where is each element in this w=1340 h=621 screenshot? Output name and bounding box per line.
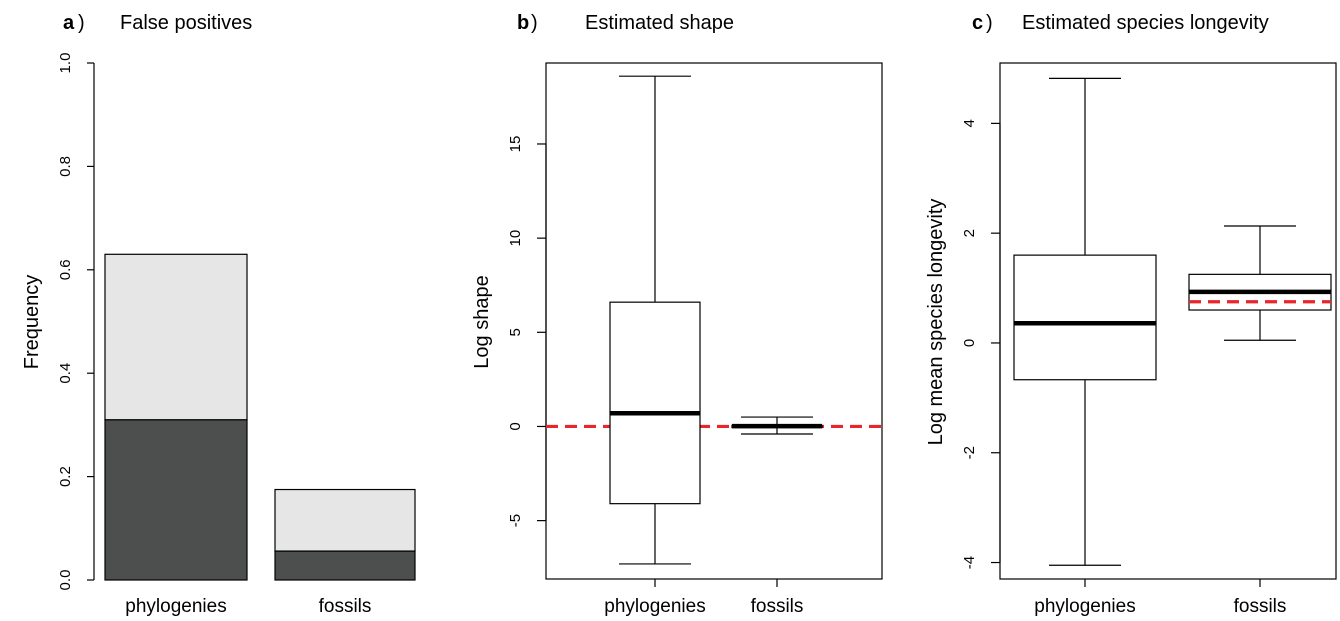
panel-a-categories: phylogenies fossils xyxy=(125,596,371,617)
panel-c-boxes xyxy=(1013,77,1332,566)
panel-c: c ) Estimated species longevity -4-2024 … xyxy=(925,12,1337,617)
panel-a-label: a xyxy=(63,12,75,34)
panel-a-y-tick-label: 0.2 xyxy=(57,466,74,487)
panel-b-y-tick-label: 5 xyxy=(507,328,524,336)
panel-b-y-tick-label: 15 xyxy=(507,136,524,153)
panel-c-y-axis: -4 -2 0 2 4 xyxy=(961,119,1001,569)
panel-a-y-tick-label: 0.6 xyxy=(57,259,74,280)
panel-a: a ) False positives 0.0 0.2 0.4 0.6 0.8 1.0 F… xyxy=(21,12,416,617)
panel-a-y-tick-label: 0.0 xyxy=(57,570,74,591)
box xyxy=(1013,254,1157,381)
panel-b-boxes xyxy=(546,75,882,565)
panel-b-y-axis: -5 0 5 10 15 xyxy=(507,136,547,527)
panel-c-title: Estimated species longevity xyxy=(1022,12,1269,34)
panel-b-plot-frame xyxy=(545,62,883,580)
category-label: fossils xyxy=(319,596,372,617)
panel-c-x-axis: phylogenies fossils xyxy=(1034,579,1286,617)
panel-a-y-tick-label: 0.4 xyxy=(57,363,74,384)
category-label: phylogenies xyxy=(1034,596,1135,617)
panel-a-title: False positives xyxy=(120,12,252,34)
panel-c-y-tick-label: 4 xyxy=(961,119,978,127)
category-label: phylogenies xyxy=(604,596,705,617)
panel-b-y-tick-label: 0 xyxy=(507,422,524,430)
panel-a-y-tick-label: 0.8 xyxy=(57,156,74,177)
category-label: fossils xyxy=(751,596,804,617)
panel-c-y-tick-label: -2 xyxy=(961,446,978,459)
panel-b-y-label: Log shape xyxy=(471,275,493,368)
panel-c-y-label: Log mean species longevity xyxy=(925,199,947,446)
panel-b: b ) Estimated shape -5 0 5 10 15 Log shape p… xyxy=(471,12,883,617)
bar-segment xyxy=(274,488,416,552)
panel-c-paren: ) xyxy=(986,12,993,34)
panel-b-y-tick-label: 10 xyxy=(507,230,524,247)
box xyxy=(609,301,701,505)
panel-a-bars xyxy=(104,253,416,581)
panel-b-paren: ) xyxy=(531,12,538,34)
panel-a-y-axis: 0.0 0.2 0.4 0.6 0.8 1.0 xyxy=(57,53,95,591)
panel-c-y-tick-label: 2 xyxy=(961,229,978,237)
bar-segment xyxy=(274,550,416,581)
panel-c-y-tick-label: 0 xyxy=(961,339,978,347)
panel-b-label: b xyxy=(517,12,529,34)
panel-a-y-tick-label: 1.0 xyxy=(57,53,74,74)
panel-c-label: c xyxy=(972,12,983,34)
bar-segment xyxy=(104,419,248,581)
panel-a-y-label: Frequency xyxy=(21,275,43,370)
panel-b-title: Estimated shape xyxy=(585,12,734,34)
category-label: phylogenies xyxy=(125,596,226,617)
panel-b-x-axis: phylogenies fossils xyxy=(604,579,803,617)
panel-a-paren: ) xyxy=(78,12,85,34)
bar-segment xyxy=(104,253,248,421)
panel-b-y-tick-label: -5 xyxy=(507,514,524,527)
category-label: fossils xyxy=(1234,596,1287,617)
panel-c-y-tick-label: -4 xyxy=(961,556,978,569)
